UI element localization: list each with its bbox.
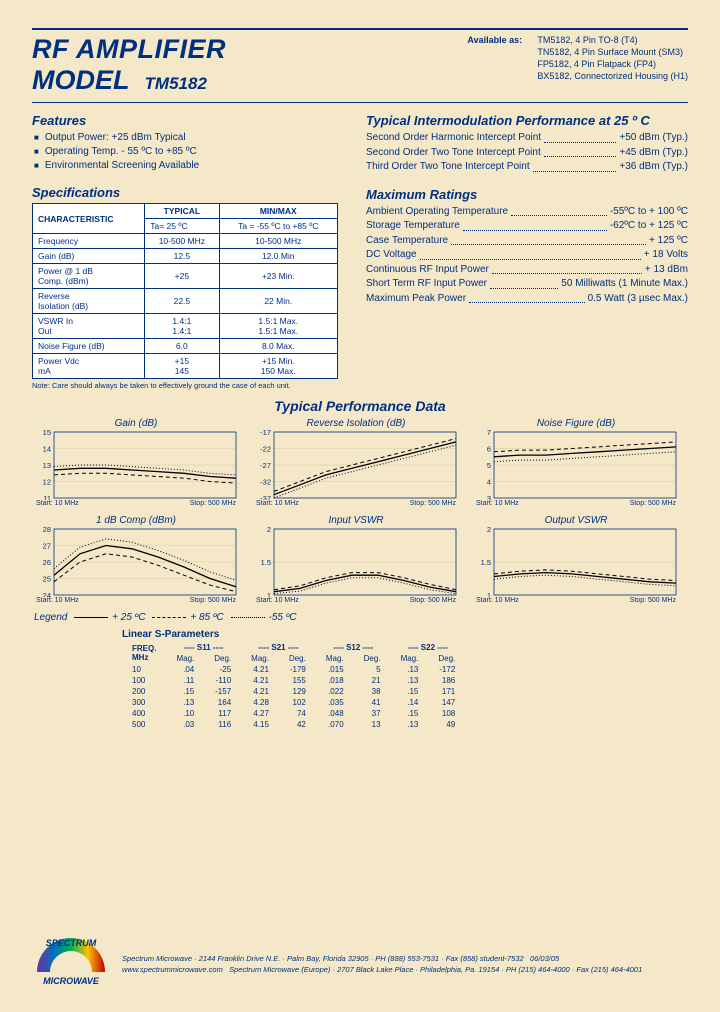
footer: SPECTRUM MICROWAVE Spectrum Microwave · …	[32, 934, 688, 994]
svg-text:5: 5	[487, 461, 491, 470]
company-logo: SPECTRUM MICROWAVE	[32, 934, 110, 994]
svg-text:4: 4	[487, 478, 491, 487]
header: RF AMPLIFIER MODEL TM5182 Available as:T…	[32, 34, 688, 96]
spec-line: Continuous RF Input Power+ 13 dBm	[366, 263, 688, 278]
spec-cell: +15 145	[145, 354, 219, 379]
features-list: Output Power: +25 dBm Typical Operating …	[34, 131, 338, 173]
sparam-row: 200.15-1574.21129.02238.15171	[122, 686, 465, 697]
spec-cell: 12.0 Min	[219, 249, 337, 264]
spec-cell: 8.0 Max.	[219, 339, 337, 354]
svg-text:7: 7	[487, 430, 491, 437]
intermod-heading: Typical Intermodulation Performance at 2…	[366, 113, 688, 128]
spec-cell: 6.0	[145, 339, 219, 354]
sparam-row: 100.11-1104.21155.01821.13186	[122, 675, 465, 686]
spec-cell: Reverse Isolation (dB)	[33, 289, 145, 314]
sparam-row: 10.04-254.21-179.0155.13-172	[122, 664, 465, 675]
svg-text:-22: -22	[260, 445, 271, 454]
chart: 1 dB Comp (dBm) 2425262728 Start: 10 MHz…	[32, 515, 240, 604]
title-line1: RF AMPLIFIER	[32, 34, 226, 65]
spec-cell: 22 Min.	[219, 289, 337, 314]
svg-text:-17: -17	[260, 430, 271, 437]
spec-cell: 22.5	[145, 289, 219, 314]
svg-text:-32: -32	[260, 478, 271, 487]
spec-note: Note: Care should always be taken to eff…	[32, 381, 338, 390]
svg-text:1.5: 1.5	[261, 558, 271, 567]
chart: Input VSWR 11.52 Start: 10 MHzStop: 500 …	[252, 515, 460, 604]
svg-text:26: 26	[43, 558, 51, 567]
spec-cell: Gain (dB)	[33, 249, 145, 264]
available-as-block: Available as:TM5182, 4 Pin TO-8 (T4) TN5…	[467, 34, 688, 83]
spec-cell: 10-500 MHz	[145, 234, 219, 249]
spec-cell: 10-500 MHz	[219, 234, 337, 249]
spec-cell: Noise Figure (dB)	[33, 339, 145, 354]
chart-title: 1 dB Comp (dBm)	[32, 515, 240, 526]
available-label: Available as:	[467, 34, 537, 46]
spec-cell: Power @ 1 dB Comp. (dBm)	[33, 264, 145, 289]
spec-line: DC Voltage+ 18 Volts	[366, 248, 688, 263]
svg-text:13: 13	[43, 461, 51, 470]
spec-line: Maximum Peak Power0.5 Watt (3 µsec Max.)	[366, 292, 688, 307]
chart-title: Input VSWR	[252, 515, 460, 526]
sparam-table: FREQ. MHz---- S11 -------- S21 -------- …	[122, 642, 465, 730]
chart-title: Reverse Isolation (dB)	[252, 418, 460, 429]
svg-text:2: 2	[267, 527, 271, 534]
spec-cell: +15 Min. 150 Max.	[219, 354, 337, 379]
svg-text:6: 6	[487, 445, 491, 454]
chart: Noise Figure (dB) 34567 Start: 10 MHzSto…	[472, 418, 680, 507]
spec-line: Second Order Harmonic Intercept Point+50…	[366, 131, 688, 146]
charts-container: Gain (dB) 1112131415 Start: 10 MHzStop: …	[32, 418, 688, 604]
chart-title: Noise Figure (dB)	[472, 418, 680, 429]
feature-item: Environmental Screening Available	[34, 159, 338, 173]
feature-item: Operating Temp. - 55 ºC to +85 ºC	[34, 145, 338, 159]
chart-title: Output VSWR	[472, 515, 680, 526]
svg-text:12: 12	[43, 478, 51, 487]
svg-text:14: 14	[43, 445, 51, 454]
svg-text:15: 15	[43, 430, 51, 437]
svg-text:1.5: 1.5	[481, 558, 491, 567]
spec-cell: 1.4:1 1.4:1	[145, 314, 219, 339]
spec-cell: VSWR In Out	[33, 314, 145, 339]
svg-text:-27: -27	[260, 461, 271, 470]
sparam-heading: Linear S-Parameters	[122, 629, 688, 640]
model-id: TM5182	[145, 74, 207, 93]
feature-item: Output Power: +25 dBm Typical	[34, 131, 338, 145]
spec-line: Third Order Two Tone Intercept Point+36 …	[366, 160, 688, 175]
svg-text:25: 25	[43, 575, 51, 584]
spec-cell: 1.5:1 Max. 1.5:1 Max.	[219, 314, 337, 339]
sparam-row: 300.131644.28102.03541.14147	[122, 697, 465, 708]
spec-line: Ambient Operating Temperature-55ºC to + …	[366, 205, 688, 220]
perf-heading: Typical Performance Data	[32, 398, 688, 414]
spec-cell: Power Vdc mA	[33, 354, 145, 379]
spec-cell: Frequency	[33, 234, 145, 249]
title-line2: MODEL	[32, 65, 129, 95]
chart: Gain (dB) 1112131415 Start: 10 MHzStop: …	[32, 418, 240, 507]
maxratings-heading: Maximum Ratings	[366, 187, 688, 202]
chart: Reverse Isolation (dB) -37-32-27-22-17 S…	[252, 418, 460, 507]
svg-text:28: 28	[43, 527, 51, 534]
chart: Output VSWR 11.52 Start: 10 MHzStop: 500…	[472, 515, 680, 604]
spec-cell: +23 Min.	[219, 264, 337, 289]
spec-line: Storage Temperature-62ºC to + 125 ºC	[366, 219, 688, 234]
spec-cell: 12.5	[145, 249, 219, 264]
sparam-row: 500.031164.1542.07013.1349	[122, 719, 465, 730]
chart-legend: Legend + 25 ºC + 85 ºC -55 ºC	[34, 612, 688, 623]
spec-line: Second Order Two Tone Intercept Point+45…	[366, 146, 688, 161]
svg-text:MICROWAVE: MICROWAVE	[43, 976, 100, 986]
svg-text:27: 27	[43, 542, 51, 551]
svg-text:2: 2	[487, 527, 491, 534]
spec-line: Short Term RF Input Power50 Milliwatts (…	[366, 277, 688, 292]
spec-table: CHARACTERISTIC TYPICAL MIN/MAX Ta= 25 ºC…	[32, 203, 338, 379]
spec-line: Case Temperature+ 125 ºC	[366, 234, 688, 249]
svg-text:SPECTRUM: SPECTRUM	[46, 938, 97, 948]
spec-cell: +25	[145, 264, 219, 289]
chart-title: Gain (dB)	[32, 418, 240, 429]
sparam-row: 400.101174.2774.04837.15108	[122, 708, 465, 719]
footer-text: Spectrum Microwave · 2144 Franklin Drive…	[122, 953, 642, 976]
features-heading: Features	[32, 113, 338, 128]
spec-heading: Specifications	[32, 185, 338, 200]
